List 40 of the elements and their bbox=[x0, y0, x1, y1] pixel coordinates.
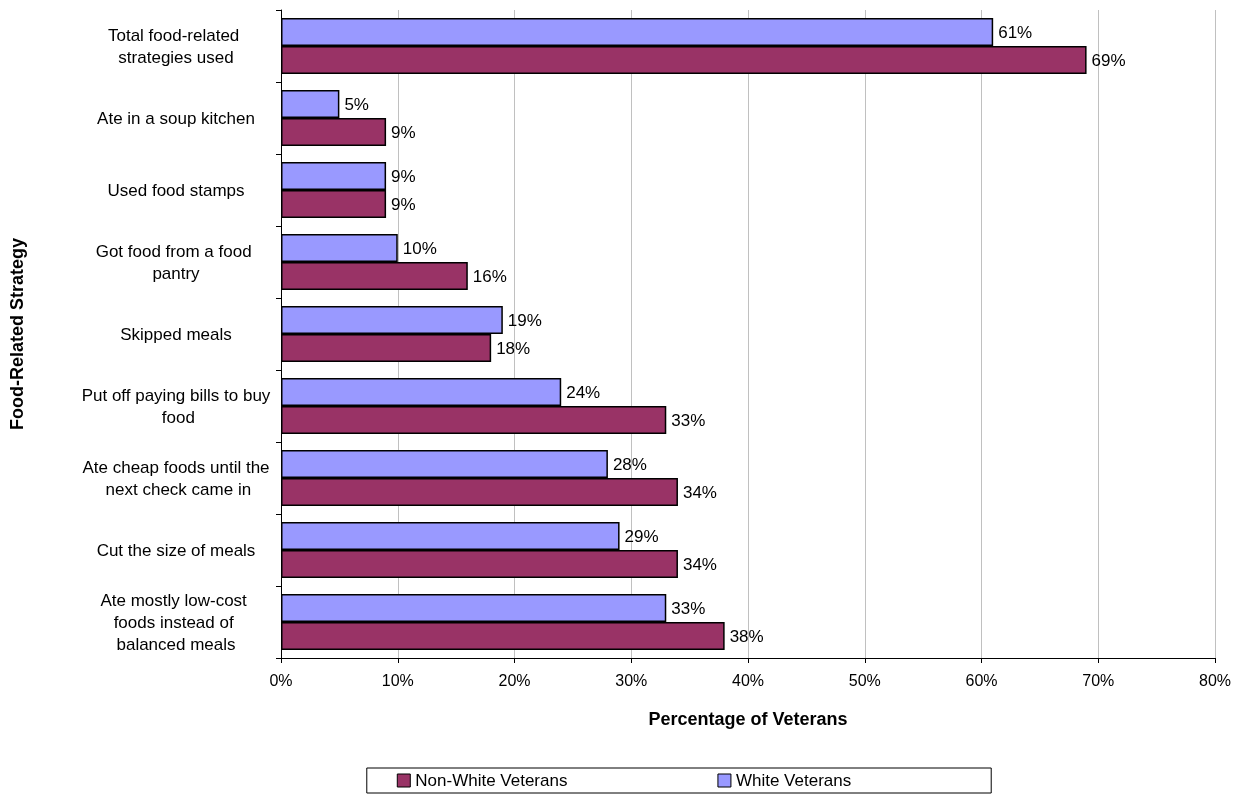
legend-label: Non-White Veterans bbox=[415, 771, 568, 790]
data-label: 38% bbox=[729, 626, 764, 646]
x-tick-label: 30% bbox=[615, 671, 648, 689]
y-tick-label: Got food from a food pantry bbox=[95, 241, 257, 283]
data-label: 33% bbox=[671, 410, 706, 430]
legend-label: White Veterans bbox=[735, 771, 852, 790]
data-label: 33% bbox=[671, 598, 706, 618]
y-tick-label: Put off paying bills to buy food bbox=[81, 385, 271, 427]
x-tick-label: 50% bbox=[848, 671, 881, 689]
data-label: 18% bbox=[496, 338, 531, 358]
x-tick-label: 60% bbox=[965, 671, 998, 689]
data-label: 28% bbox=[612, 454, 647, 474]
data-label: 19% bbox=[507, 310, 542, 330]
x-tick-label: 80% bbox=[1198, 671, 1232, 689]
data-label: 29% bbox=[624, 526, 659, 546]
x-tick-label: 40% bbox=[731, 671, 765, 689]
data-label: 34% bbox=[682, 482, 717, 502]
data-label: 34% bbox=[682, 554, 717, 574]
y-tick-label: Used food stamps bbox=[107, 180, 245, 200]
data-label: 9% bbox=[391, 194, 416, 214]
y-tick-label: Ate cheap foods until the next check came in bbox=[82, 457, 270, 499]
x-tick-label: 70% bbox=[1082, 671, 1115, 689]
y-tick-label: Ate in a soup kitchen bbox=[97, 108, 255, 128]
data-label: 10% bbox=[402, 238, 437, 258]
y-tick-label: Ate mostly low-cost foods instead of balanced meals bbox=[100, 590, 252, 654]
x-axis-title: Percentage of Veterans bbox=[648, 709, 848, 729]
y-axis-title: Food-Related Strategy bbox=[7, 237, 27, 431]
data-label: 16% bbox=[472, 266, 507, 286]
x-tick-label: 20% bbox=[498, 671, 531, 689]
y-tick-label: Cut the size of meals bbox=[96, 540, 256, 560]
data-label: 24% bbox=[566, 382, 601, 402]
data-label: 9% bbox=[391, 122, 416, 142]
data-label: 69% bbox=[1091, 50, 1126, 70]
data-label: 61% bbox=[998, 22, 1033, 42]
data-label: 5% bbox=[344, 94, 369, 114]
y-tick-label: Skipped meals bbox=[120, 324, 232, 344]
x-tick-label: 0% bbox=[269, 671, 293, 689]
y-tick-label: Total food-related strategies used bbox=[107, 25, 245, 67]
x-tick-label: 10% bbox=[381, 671, 414, 689]
data-label: 9% bbox=[391, 166, 416, 186]
